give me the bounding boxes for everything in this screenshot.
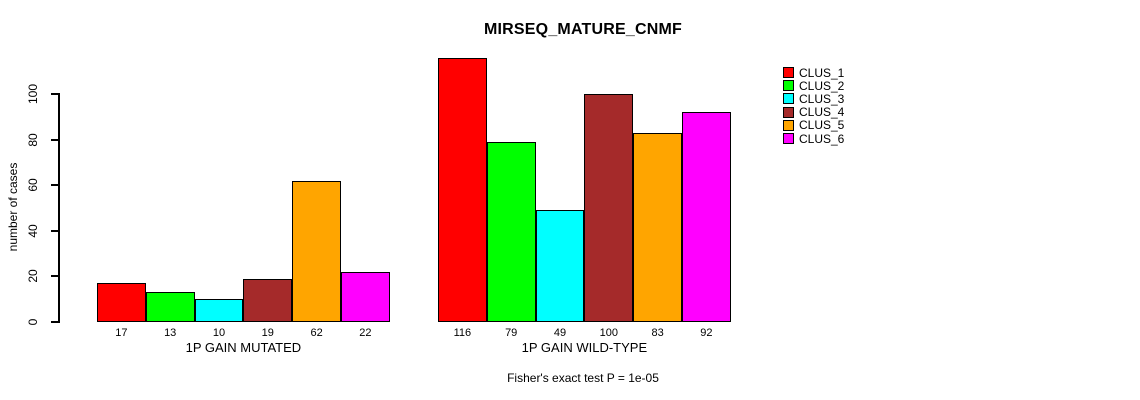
- bar-value-label: 19: [261, 327, 274, 339]
- y-axis-tick-label: 40: [26, 224, 40, 238]
- bar-value-label: 49: [553, 327, 567, 339]
- bar-clus_6-group1: [341, 271, 390, 322]
- y-axis-tick-label: 20: [26, 269, 40, 284]
- legend-entry-clus_3: CLUS_3: [783, 91, 845, 106]
- legend-entry-clus_6: CLUS_6: [783, 131, 845, 146]
- legend-swatch: [783, 119, 794, 131]
- legend-entry-clus_5: CLUS_5: [783, 118, 845, 133]
- bar-clus_5-group2: [633, 132, 682, 322]
- bar-value-label: 22: [359, 327, 372, 339]
- bar-value-label: 92: [700, 327, 713, 339]
- bar-clus_6-group2: [682, 112, 731, 322]
- legend-entry-clus_4: CLUS_4: [783, 105, 845, 120]
- bar-value-label: 116: [453, 327, 472, 339]
- legend-swatch: [783, 106, 794, 118]
- bar-clus_2-group2: [486, 141, 536, 322]
- bar-clus_3-group2: [535, 210, 585, 322]
- legend-label: CLUS_4: [799, 105, 845, 120]
- legend-entry-clus_1: CLUS_1: [783, 65, 845, 80]
- legend-label: CLUS_2: [799, 78, 845, 93]
- y-axis-tick-label: 60: [26, 178, 40, 192]
- y-axis-tick: [51, 321, 59, 323]
- group-label: 1P GAIN WILD-TYPE: [521, 340, 648, 355]
- group-label: 1P GAIN MUTATED: [185, 340, 302, 355]
- legend-label: CLUS_5: [799, 118, 845, 133]
- y-axis-tick: [51, 229, 59, 232]
- legend-swatch: [783, 133, 794, 144]
- legend-entry-clus_2: CLUS_2: [783, 78, 845, 93]
- y-axis-label: number of cases: [6, 162, 20, 252]
- bar-clus_1-group1: [97, 283, 146, 322]
- bar-value-label: 79: [505, 327, 518, 339]
- legend-swatch: [783, 93, 794, 105]
- y-axis-tick: [51, 275, 59, 278]
- p-value-annotation: Fisher's exact test P = 1e-05: [507, 371, 659, 385]
- y-axis-tick-label: 80: [26, 132, 40, 147]
- y-axis-line: [58, 93, 60, 323]
- bar-value-label: 100: [599, 327, 618, 339]
- legend-label: CLUS_6: [799, 131, 845, 146]
- y-axis-tick-label: 100: [26, 83, 40, 105]
- y-axis-tick-label: 0: [26, 318, 40, 326]
- chart-title: MIRSEQ_MATURE_CNMF: [484, 21, 682, 38]
- bar-value-label: 10: [212, 327, 226, 339]
- bar-value-label: 83: [651, 327, 664, 339]
- bar-clus_1-group2: [438, 57, 487, 322]
- bar-clus_3-group1: [194, 299, 244, 322]
- y-axis-tick: [51, 138, 59, 141]
- bar-clus_4-group2: [584, 94, 634, 322]
- legend-swatch: [783, 67, 794, 78]
- bar-clus_5-group1: [292, 180, 341, 322]
- bar-value-label: 13: [164, 327, 177, 339]
- bar-clus_4-group1: [243, 278, 293, 322]
- y-axis-tick: [51, 93, 59, 95]
- bar-value-label: 62: [310, 327, 323, 339]
- bar-value-label: 17: [115, 327, 128, 339]
- legend-swatch: [783, 80, 794, 92]
- legend-label: CLUS_3: [799, 91, 845, 106]
- y-axis-tick: [51, 184, 59, 187]
- legend-label: CLUS_1: [799, 65, 845, 80]
- bar-clus_2-group1: [145, 292, 195, 322]
